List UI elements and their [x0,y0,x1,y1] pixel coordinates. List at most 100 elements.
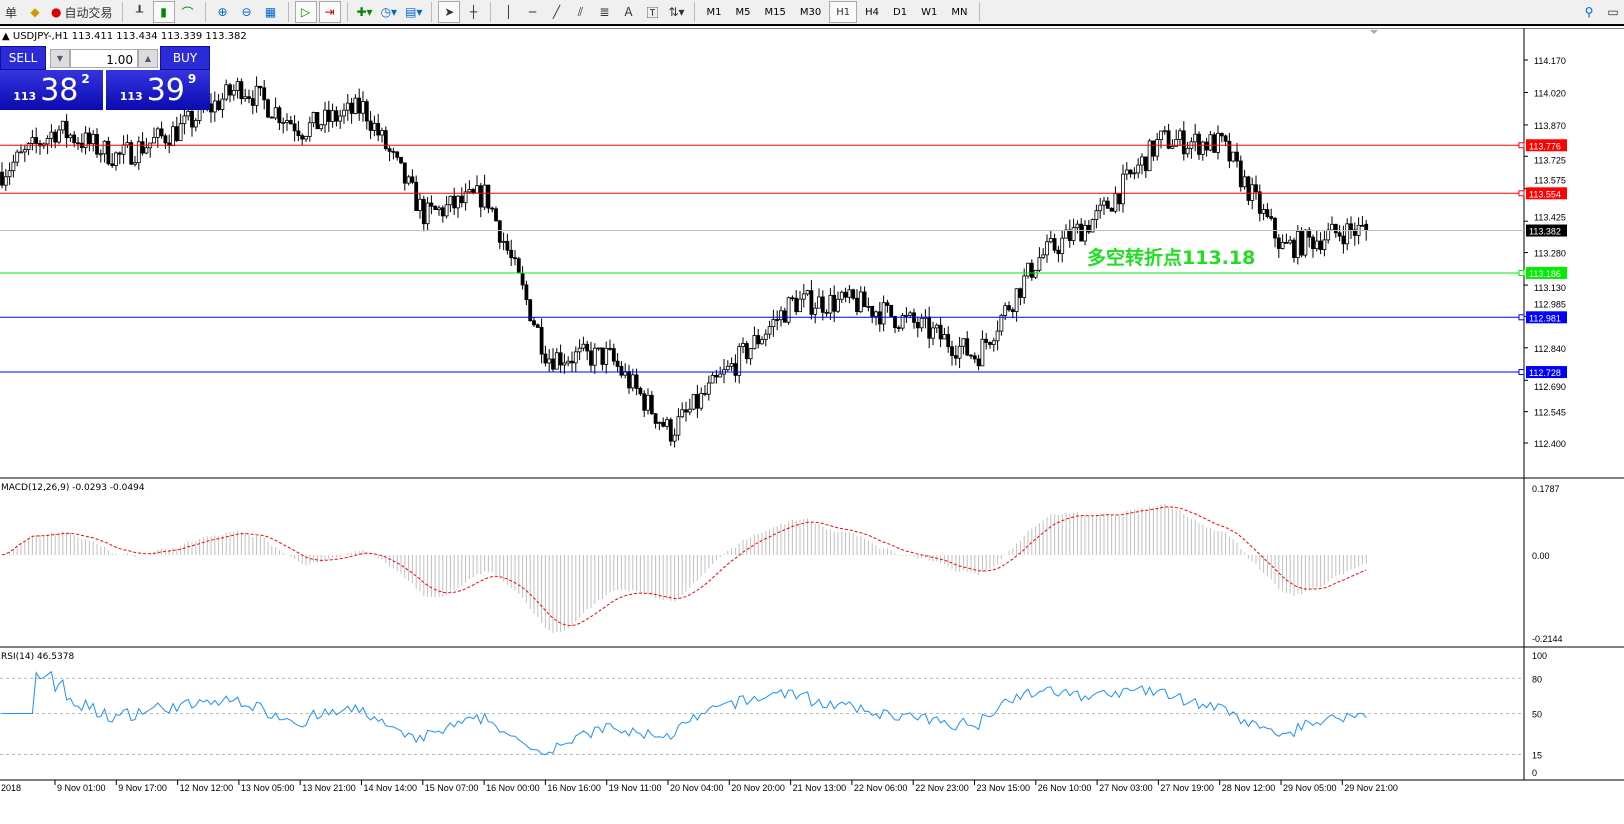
chart-shift-icon[interactable]: ⇥ [318,1,341,23]
trendline-icon[interactable]: ╱ [552,5,561,19]
price-tick-label: 112.400 [1534,439,1566,449]
autotrade-button[interactable]: ● 自动交易 [48,1,116,23]
candle-body [186,110,191,117]
candle-body [524,284,529,301]
buy-button[interactable]: BUY [160,46,210,70]
candle-body [520,272,525,286]
macd-label: MACD(12,26,9) -0.0293 -0.0494 [1,483,145,493]
candle-body [330,110,335,122]
candle-body [421,198,426,225]
tf-mn[interactable]: MN [951,6,968,18]
crosshair-icon[interactable]: ┼ [469,5,478,19]
candle-body [577,347,582,353]
candle-body [125,142,130,146]
candle-body [482,184,487,208]
candle-body [642,393,647,411]
indicators-icon[interactable]: ✚▾ [356,5,373,19]
candle-body [182,115,187,125]
candle-body [828,294,833,314]
tf-m1[interactable]: M1 [706,6,722,18]
vertical-line-icon[interactable]: │ [504,5,513,19]
candle-body [896,327,901,329]
candle-body [353,97,358,114]
candle-body [1204,141,1209,151]
candle-body [961,338,966,347]
time-label: 13 Nov 05:00 [241,783,295,793]
candle-body [1143,156,1148,172]
candle-body [1345,223,1350,245]
candle-body [1364,223,1369,231]
candle-body [326,109,331,122]
candle-body [684,409,688,413]
candle-body [760,339,764,345]
candle-body [927,316,932,339]
macd-tick-label: 0.1787 [1532,484,1560,494]
candle-body [391,150,396,153]
tf-h4[interactable]: H4 [865,6,880,18]
zoom-in-icon[interactable]: ⊕ [217,5,228,19]
zoom-out-icon[interactable]: ⊖ [241,5,252,19]
lot-decrease-button[interactable]: ▼ [50,49,70,68]
bar-chart-icon[interactable]: ┸ [135,5,144,19]
tf-h1[interactable]: H1 [829,1,858,23]
candlestick-icon[interactable]: ▮ [152,1,175,23]
candle-body [706,382,711,395]
chart-area[interactable]: 114.170 114.020 113.870 113.725 113.575 113.4… [0,28,1624,824]
candle-body [1280,241,1285,249]
equidistant-channel-icon[interactable]: ⫽ [577,4,584,19]
templates-icon[interactable]: ▤▾ [405,5,423,19]
candle-body [1071,227,1076,241]
candle-body [1341,235,1346,245]
time-label: 27 Nov 19:00 [1160,783,1214,793]
buy-price[interactable]: 113 39 9 [106,70,210,110]
chat-icon[interactable]: ▭ [1607,5,1619,19]
tf-w1[interactable]: W1 [921,6,938,18]
sell-price[interactable]: 113 38 2 [0,70,103,110]
menu-fragment[interactable]: 单 [4,5,17,20]
candle-body [159,128,164,137]
navigator-icon[interactable]: ◆ [30,5,40,19]
candle-body [342,109,346,117]
annotation-text[interactable]: 多空转折点113.18 [1087,247,1256,269]
tile-windows-icon[interactable]: ▦ [264,5,277,19]
candle-body [57,129,61,143]
cursor-icon[interactable]: ➤ [438,1,461,23]
time-label: 16 Nov 00:00 [486,783,540,793]
fibonacci-icon[interactable]: ≣ [599,5,610,19]
candle-body [456,195,460,209]
periods-clock-icon[interactable]: ◷▾ [380,5,398,19]
time-label: 22 Nov 06:00 [854,783,908,793]
candle-body [991,340,996,345]
candle-body [1242,176,1247,188]
candle-body [1349,223,1353,231]
text-label-icon[interactable]: 🅃 [646,5,659,20]
candle-body [91,134,96,145]
auto-scroll-icon[interactable]: ▷ [294,1,317,23]
buy-price-main: 39 [146,73,185,108]
tf-m30[interactable]: M30 [799,6,822,18]
line-chart-icon[interactable]: ⌒ [181,5,194,20]
candle-body [418,198,422,211]
rsi-line [2,670,1367,756]
chart-header-text: USDJPY-,H1 113.411 113.434 113.339 113.3… [12,31,247,42]
candle-body [779,310,783,321]
autotrade-icon: ● [51,5,62,19]
text-icon[interactable]: A [624,5,633,19]
horizontal-line-icon[interactable]: ─ [528,5,537,19]
candle-body [558,352,563,366]
arrows-icon[interactable]: ⇅▾ [668,5,685,19]
candle-body [934,324,939,329]
candle-body [49,131,54,139]
lot-increase-button[interactable]: ▲ [138,49,158,68]
candle-body [129,142,134,165]
candle-body [235,81,240,91]
candle-body [98,153,103,156]
lot-size-input[interactable]: 1.00 [70,49,138,68]
rsi-tick-label: 100 [1532,651,1547,661]
sell-button[interactable]: SELL [0,46,46,70]
candle-body [862,291,867,308]
tf-m15[interactable]: M15 [764,6,786,18]
tf-m5[interactable]: M5 [735,6,751,18]
search-icon[interactable]: ⚲ [1584,5,1594,19]
tf-d1[interactable]: D1 [893,6,908,18]
